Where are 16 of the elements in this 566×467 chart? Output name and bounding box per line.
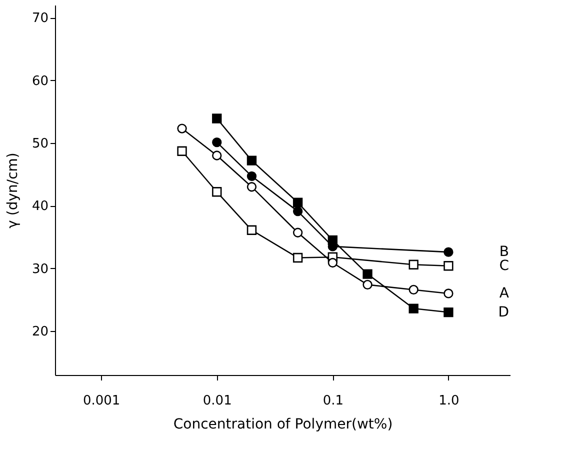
y-tick-label: 30 <box>32 262 48 277</box>
y-tick-label: 70 <box>32 11 48 26</box>
x-tick-label: 0.01 <box>202 394 232 408</box>
x-tick-label: 0.1 <box>322 394 344 408</box>
text: A <box>499 285 510 302</box>
text: B <box>499 244 509 260</box>
text: C <box>499 258 510 274</box>
x-tick-label: 1.0 <box>438 394 460 408</box>
y-axis-title: γ (dyn/cm) <box>4 152 21 228</box>
y-tick-label: 50 <box>32 136 48 152</box>
y-tick-label: 40 <box>32 199 48 214</box>
y-tick-label: 60 <box>32 74 48 89</box>
text: D <box>498 304 509 320</box>
x-tick-label: 0.001 <box>82 394 120 408</box>
x-axis-title: Concentration of Polymer(wt%) <box>173 416 393 432</box>
y-tick-label: 20 <box>32 324 48 340</box>
